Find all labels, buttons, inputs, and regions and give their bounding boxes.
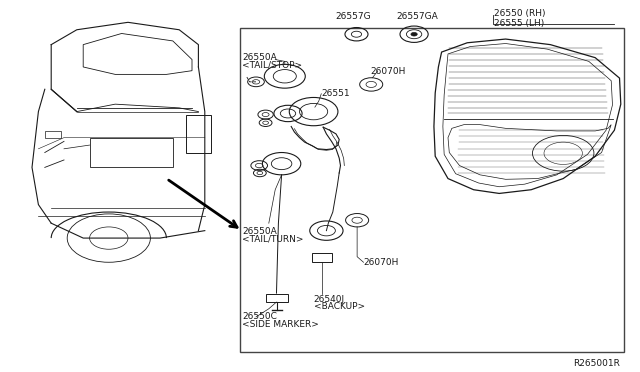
Text: 26540J: 26540J — [314, 295, 345, 304]
Bar — [186, 115, 211, 153]
Bar — [312, 253, 332, 262]
Bar — [240, 28, 624, 352]
Text: 26555 (LH): 26555 (LH) — [494, 19, 545, 28]
Text: 26557GA: 26557GA — [396, 12, 438, 21]
Text: 26550A: 26550A — [242, 53, 276, 62]
Circle shape — [411, 32, 417, 36]
Text: 26550 (RH): 26550 (RH) — [494, 9, 545, 18]
Text: <TAIL/TURN>: <TAIL/TURN> — [242, 234, 303, 243]
Text: 26557G: 26557G — [335, 12, 371, 21]
Text: <TAIL/STOP>: <TAIL/STOP> — [242, 61, 302, 70]
Text: 26070H: 26070H — [370, 67, 405, 76]
Text: 26550A: 26550A — [242, 227, 276, 236]
Text: 26551: 26551 — [321, 89, 350, 98]
Bar — [90, 138, 173, 167]
Text: 26550C: 26550C — [242, 312, 276, 321]
Text: R265001R: R265001R — [573, 359, 620, 368]
Bar — [45, 131, 61, 138]
Text: 26070H: 26070H — [364, 258, 399, 267]
Text: <SIDE MARKER>: <SIDE MARKER> — [242, 320, 319, 329]
Bar — [266, 294, 288, 302]
Text: <BACKUP>: <BACKUP> — [314, 302, 365, 311]
